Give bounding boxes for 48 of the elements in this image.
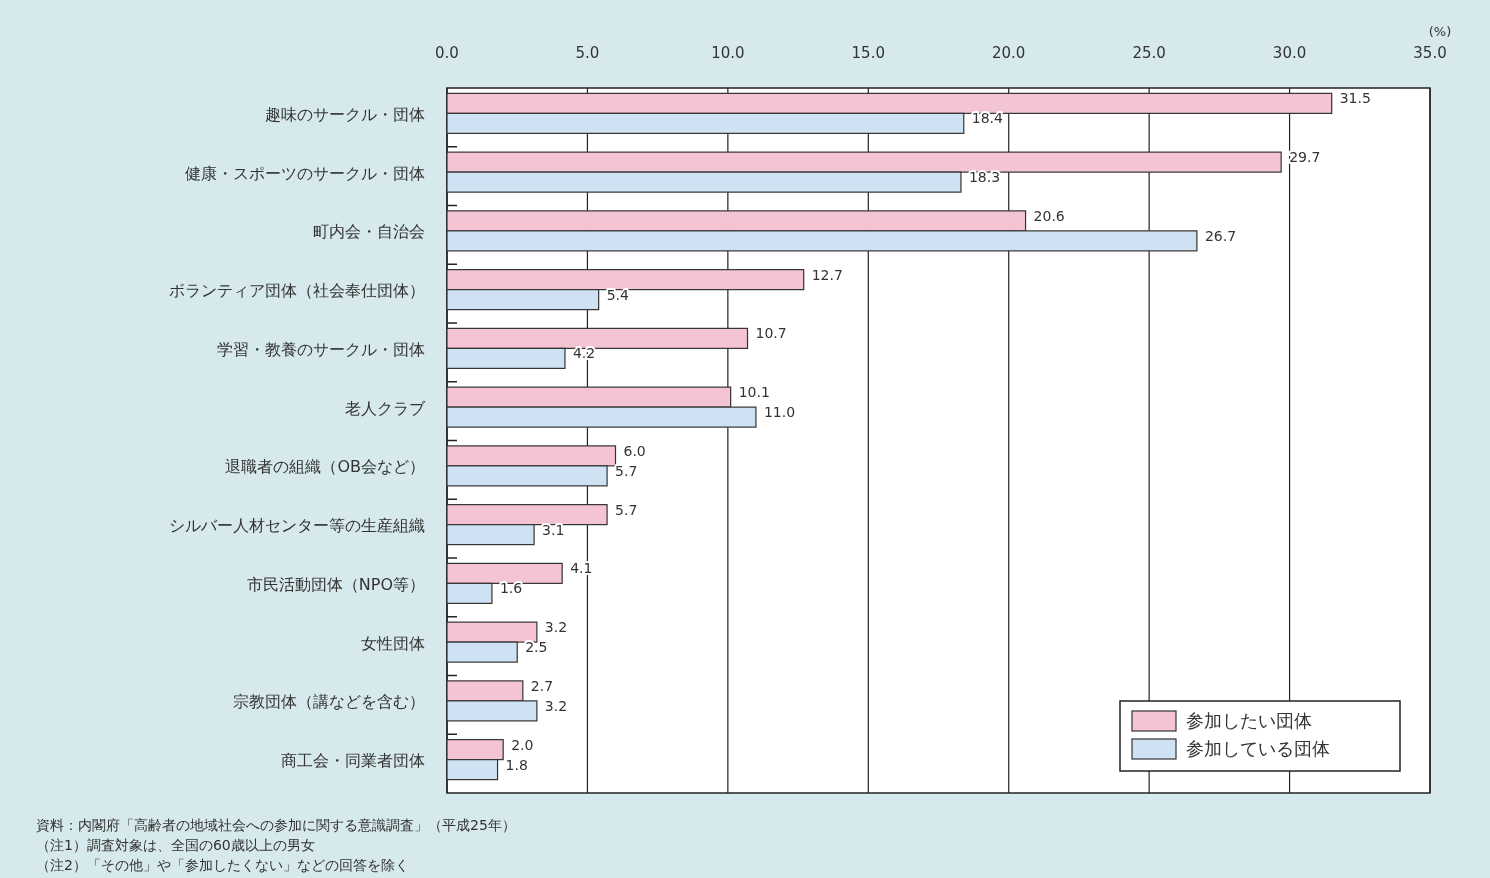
data-label: 11.0	[763, 404, 796, 421]
data-label: 1.6	[499, 580, 523, 597]
x-tick-label: 35.0	[1413, 44, 1447, 62]
y-tick-label: 町内会・自治会	[313, 222, 425, 242]
text: （注1）調査対象は、全国の60歳以上の男女	[36, 837, 315, 853]
text: 資料：内閣府「高齢者の地域社会への参加に関する意識調査」（平成25年）	[36, 817, 516, 833]
data-label: 29.7	[1289, 149, 1321, 166]
y-tick-label: 健康・スポーツのサークル・団体	[185, 163, 425, 183]
data-label: 2.5	[525, 639, 548, 656]
y-tick-label: ボランティア団体（社会奉仕団体）	[169, 281, 425, 301]
data-label: 1.8	[505, 756, 528, 773]
y-tick-label: 女性団体	[361, 633, 425, 653]
y-tick-label: 退職者の組織（OB会など）	[225, 457, 425, 477]
data-label: 3.2	[544, 619, 568, 636]
x-tick-label: 25.0	[1132, 44, 1166, 62]
data-label: 2.0	[511, 736, 534, 753]
legend-label: 参加している団体	[1186, 738, 1330, 759]
data-label: 3.2	[544, 697, 568, 714]
x-tick-label: 5.0	[575, 44, 600, 62]
data-label: 5.4	[606, 286, 630, 303]
data-label: 6.0	[623, 442, 646, 459]
data-label: 2.7	[530, 677, 554, 694]
data-label: 20.6	[1033, 207, 1065, 224]
data-label: 26.7	[1204, 227, 1237, 244]
y-tick-label: 宗教団体（講などを含む）	[233, 692, 425, 712]
x-axis-title: (%)	[1428, 24, 1452, 39]
data-label: 12.7	[811, 266, 843, 283]
x-tick-label: 0.0	[435, 44, 459, 62]
y-tick-label: 市民活動団体（NPO等）	[246, 574, 425, 594]
data-label: 5.7	[615, 462, 638, 479]
legend-label: 参加したい団体	[1186, 710, 1312, 731]
y-tick-label: シルバー人材センター等の生産組織	[169, 516, 425, 536]
data-label: 3.1	[542, 521, 565, 538]
y-tick-label: 趣味のサークル・団体	[265, 104, 425, 124]
data-label: 5.7	[615, 501, 638, 518]
data-label: 31.5	[1339, 90, 1371, 107]
data-label: 18.3	[968, 169, 1001, 186]
x-tick-label: 20.0	[992, 44, 1026, 62]
data-label: 10.1	[738, 384, 770, 401]
text: （注2）「その他」や「参加したくない」などの回答を除く	[36, 857, 409, 873]
x-tick-label: 15.0	[851, 44, 885, 62]
data-label: 10.7	[755, 325, 787, 342]
x-tick-label: 30.0	[1272, 44, 1307, 62]
y-tick-label: 学習・教養のサークル・団体	[217, 339, 425, 359]
y-tick-label: 商工会・同業者団体	[281, 751, 425, 771]
data-label: 18.4	[971, 110, 1004, 127]
x-tick-label: 10.0	[711, 44, 745, 62]
y-tick-label: 老人クラブ	[345, 398, 426, 418]
